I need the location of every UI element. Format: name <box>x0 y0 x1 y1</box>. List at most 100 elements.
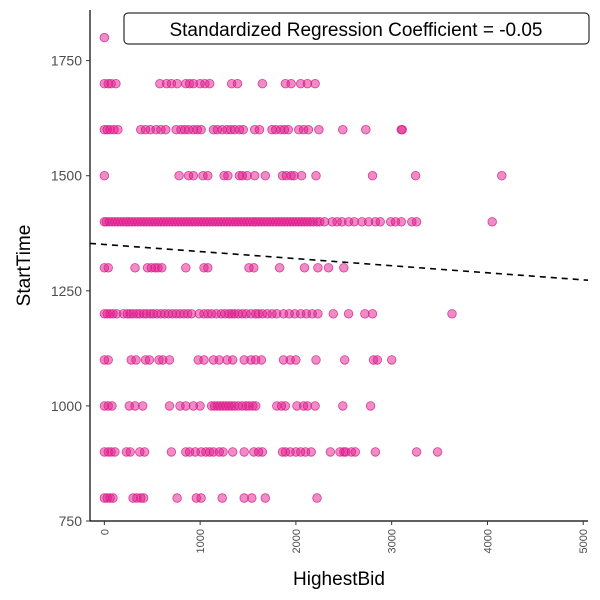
data-point <box>361 124 371 135</box>
regression-annotation: Standardized Regression Coefficient = -0… <box>123 12 590 45</box>
data-point <box>250 401 261 411</box>
data-point <box>350 447 361 457</box>
data-point <box>375 217 385 227</box>
data-point <box>125 447 135 457</box>
x-tick-label: 2000 <box>291 529 303 553</box>
data-point <box>340 355 350 365</box>
x-axis-ticks: 0 1000 2000 3000 4000 5000 <box>99 521 590 553</box>
regression-line <box>89 242 589 282</box>
data-point <box>223 170 233 181</box>
data-point <box>299 263 310 273</box>
y-tick-label: 1500 <box>51 168 82 184</box>
data-point <box>166 447 177 457</box>
annotation-box <box>123 12 590 45</box>
data-point <box>274 263 285 273</box>
data-point <box>238 124 248 135</box>
data-point <box>260 170 271 181</box>
data-point <box>196 124 206 135</box>
data-point <box>410 170 421 181</box>
data-point <box>310 401 320 411</box>
data-point <box>280 401 291 411</box>
data-point <box>111 78 121 89</box>
data-point <box>247 493 257 503</box>
data-point <box>113 124 123 135</box>
data-point <box>372 355 383 365</box>
points-layer <box>99 32 507 503</box>
data-point <box>306 447 316 457</box>
data-point <box>432 447 443 457</box>
data-point <box>367 309 378 319</box>
data-point <box>303 124 314 135</box>
data-point <box>254 124 265 135</box>
data-point <box>204 78 215 89</box>
y-axis-title: StartTime <box>14 225 35 307</box>
data-point <box>447 309 457 319</box>
data-point <box>144 355 155 365</box>
data-point <box>138 493 149 503</box>
data-point <box>286 78 296 89</box>
data-point <box>291 355 301 365</box>
data-point <box>397 124 407 135</box>
x-axis-title: HighestBid <box>293 569 385 590</box>
data-point <box>313 263 323 273</box>
data-point <box>260 493 271 503</box>
data-point <box>172 493 182 503</box>
data-point <box>181 263 191 273</box>
x-tick-label: 1000 <box>195 529 207 553</box>
data-point <box>325 447 336 457</box>
data-point <box>239 447 249 457</box>
data-point <box>196 493 206 503</box>
data-point <box>249 170 260 181</box>
x-tick-label: 3000 <box>387 529 399 553</box>
data-point <box>199 355 209 365</box>
data-point <box>164 401 175 411</box>
data-point <box>232 78 243 89</box>
data-point <box>160 124 171 135</box>
data-point <box>338 401 348 411</box>
data-point <box>367 170 378 181</box>
data-point <box>227 355 238 365</box>
data-point <box>328 309 339 319</box>
data-point <box>411 217 422 227</box>
data-point <box>339 263 349 273</box>
data-point <box>107 401 117 411</box>
data-point <box>311 355 321 365</box>
y-tick-label: 1250 <box>51 283 82 299</box>
data-point <box>195 401 205 411</box>
data-point <box>411 447 422 457</box>
data-point <box>130 263 140 273</box>
data-point <box>203 170 213 181</box>
data-point <box>313 309 323 319</box>
data-point <box>174 170 184 181</box>
data-point <box>139 447 150 457</box>
data-point <box>103 355 113 365</box>
data-point <box>343 309 354 319</box>
data-point <box>227 447 238 457</box>
data-point <box>188 170 199 181</box>
data-point <box>203 263 213 273</box>
data-point <box>338 124 348 135</box>
data-point <box>256 355 267 365</box>
data-point <box>314 124 324 135</box>
data-point <box>283 124 293 135</box>
data-point <box>110 447 120 457</box>
y-axis-ticks: 750 1000 1250 1500 1750 <box>51 53 90 529</box>
data-point <box>137 401 148 411</box>
data-point <box>131 355 141 365</box>
x-tick-label: 5000 <box>578 529 590 553</box>
y-tick-label: 750 <box>59 513 83 529</box>
data-point <box>172 78 182 89</box>
data-point <box>296 170 307 181</box>
data-point <box>312 493 322 503</box>
data-point <box>164 355 175 365</box>
data-point <box>157 263 167 273</box>
data-point <box>249 263 259 273</box>
y-tick-label: 1000 <box>51 398 82 414</box>
data-point <box>396 217 407 227</box>
data-point <box>99 32 110 43</box>
data-point <box>323 263 334 273</box>
data-point <box>387 355 397 365</box>
data-point <box>218 447 228 457</box>
data-point <box>487 217 497 227</box>
